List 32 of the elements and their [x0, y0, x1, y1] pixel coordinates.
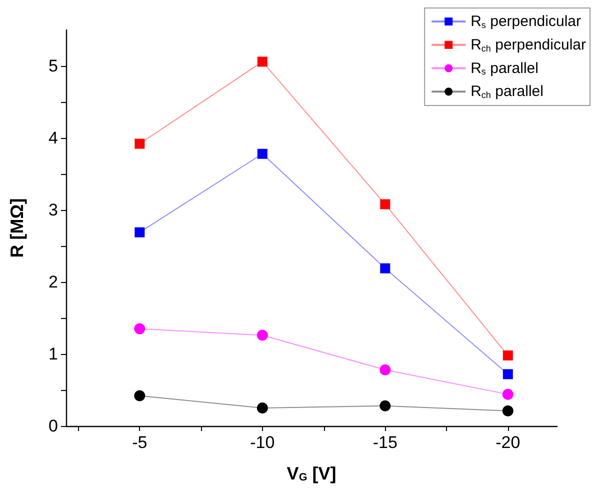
point	[134, 323, 146, 334]
x-tick-label: -15	[372, 433, 398, 452]
legend-label: Rs parallel	[470, 60, 538, 77]
point	[134, 138, 145, 149]
y-tick-label: 0	[48, 416, 58, 436]
point	[256, 330, 268, 341]
y-tick-label: 5	[48, 56, 58, 76]
point	[134, 390, 146, 402]
point	[257, 56, 268, 67]
point	[502, 405, 514, 416]
point	[502, 388, 514, 400]
y-tick-label: 2	[48, 272, 58, 292]
point	[502, 369, 513, 380]
x-tick-label: -20	[496, 433, 520, 452]
point	[256, 402, 268, 414]
point	[380, 400, 391, 412]
y-tick-label: 3	[48, 200, 58, 220]
point	[380, 263, 390, 274]
point	[134, 227, 145, 238]
legend-label: Rch parallel	[470, 83, 544, 100]
point	[380, 364, 391, 376]
point	[257, 148, 268, 159]
y-tick-label: 1	[48, 344, 58, 364]
x-axis-title: VG [V]	[286, 464, 336, 484]
point	[502, 350, 513, 360]
x-tick-label: -5	[132, 433, 148, 452]
y-tick-label: 4	[48, 128, 58, 148]
legend-label: Rs perpendicular	[470, 13, 581, 30]
legend-label: Rch perpendicular	[470, 36, 586, 54]
x-tick-label: -10	[250, 433, 275, 452]
point	[380, 199, 390, 210]
y-axis-title: R [MΩ]	[7, 198, 27, 258]
